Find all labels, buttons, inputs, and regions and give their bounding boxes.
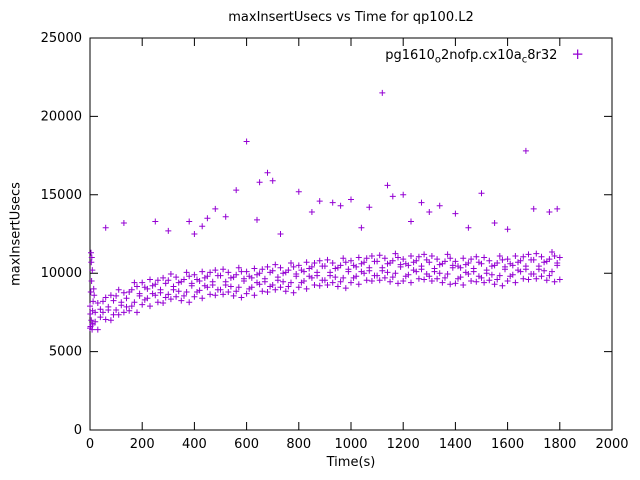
x-tick-label: 1600 [491, 437, 524, 452]
x-tick-label: 600 [234, 437, 259, 452]
x-tick-label: 200 [130, 437, 155, 452]
y-tick-label: 20000 [41, 109, 82, 124]
x-axis-label: Time(s) [326, 455, 376, 470]
plot-border [89, 37, 613, 431]
scatter-points-layer [87, 89, 563, 333]
y-tick-label: 5000 [49, 345, 82, 360]
x-tick-label: 1800 [543, 437, 576, 452]
x-tick-label: 400 [182, 437, 207, 452]
y-tick-label: 25000 [41, 31, 82, 46]
y-tick-label: 10000 [41, 266, 82, 281]
x-tick-label: 800 [286, 437, 311, 452]
y-tick-label: 15000 [41, 188, 82, 203]
x-tick-label: 1200 [387, 437, 420, 452]
chart-title: maxInsertUsecs vs Time for qp100.L2 [228, 10, 474, 25]
legend-label: pg1610o2nofp.cx10ac8r32 [385, 48, 558, 66]
x-tick-label: 2000 [595, 437, 628, 452]
scatter-points [87, 89, 563, 333]
x-tick-label: 1400 [439, 437, 472, 452]
legend: pg1610o2nofp.cx10ac8r32 + [385, 45, 584, 66]
legend-marker-icon: + [571, 45, 584, 63]
y-axis-label: maxInsertUsecs [8, 182, 24, 286]
axes-layer: 0 200 400 600 800 1000 1200 1400 1600 1800 2000050… [41, 31, 629, 452]
y-tick-label: 0 [74, 423, 82, 438]
x-tick-label: 0 [86, 437, 94, 452]
x-tick-label: 1000 [334, 437, 367, 452]
